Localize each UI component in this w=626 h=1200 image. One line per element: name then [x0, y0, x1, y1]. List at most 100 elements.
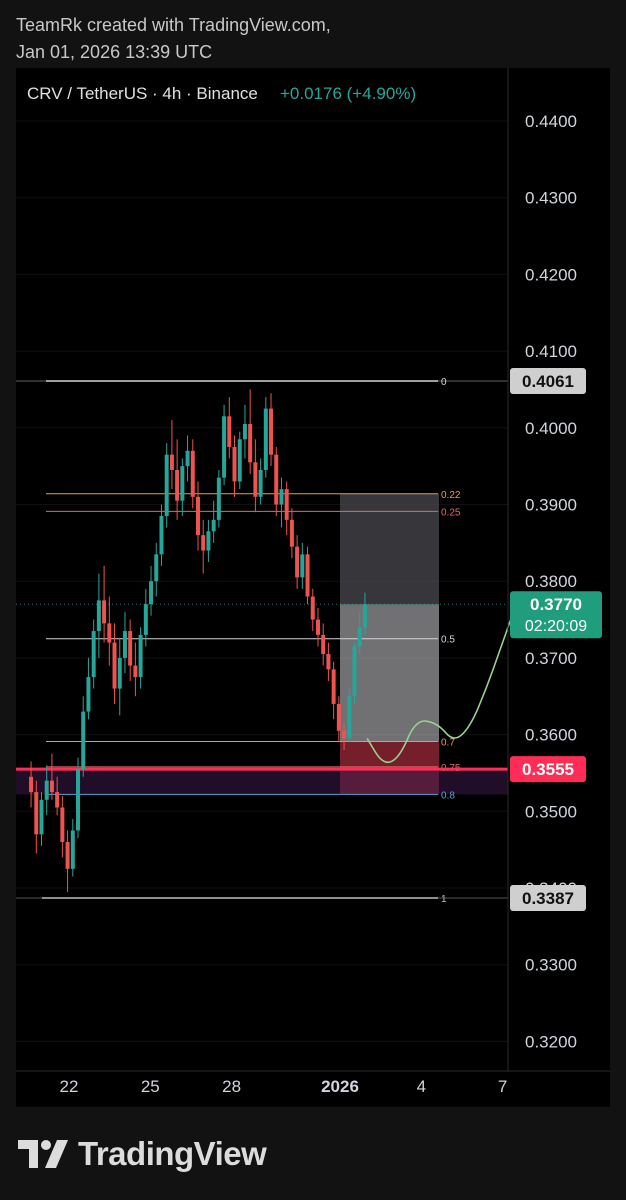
projection: [366, 619, 512, 764]
fib-label-0.7: 0.7: [441, 738, 455, 749]
time-tick-label: 22: [60, 1077, 79, 1096]
candle-body[interactable]: [321, 634, 326, 655]
candle-body[interactable]: [336, 703, 341, 731]
price-tick-label: 0.4300: [525, 189, 577, 208]
price-tick-label: 0.3800: [525, 572, 577, 591]
credit-text: TeamRk created with TradingView.com, Jan…: [16, 12, 331, 66]
time-axis[interactable]: 22 25 28 2026 4 7: [60, 1077, 508, 1096]
candle-body[interactable]: [180, 466, 185, 501]
candle-body[interactable]: [175, 469, 180, 501]
candle-body[interactable]: [248, 423, 253, 463]
candle-body[interactable]: [34, 792, 39, 835]
candle-body[interactable]: [305, 554, 310, 597]
candle-body[interactable]: [315, 619, 320, 635]
candle-body[interactable]: [232, 446, 237, 482]
candle-body[interactable]: [216, 477, 221, 520]
candle-body[interactable]: [269, 408, 274, 455]
price-axis[interactable]: 0.4400 0.4300 0.4200 0.4100 0.4000 0.3900 0.38…: [525, 112, 577, 1051]
candle-body[interactable]: [102, 600, 107, 624]
fib-label-0: 0: [441, 377, 447, 388]
candle-body[interactable]: [81, 711, 86, 770]
candle-body[interactable]: [206, 531, 211, 551]
support-price-badge: [510, 756, 586, 783]
candle-body[interactable]: [44, 780, 49, 800]
header-symbol[interactable]: CRV / TetherUS · 4h · Binance: [27, 84, 258, 103]
candle-body[interactable]: [49, 780, 54, 793]
candle-body[interactable]: [55, 792, 60, 808]
price-tick-label: 0.3200: [525, 1032, 577, 1051]
candle-body[interactable]: [143, 604, 148, 635]
price-chart[interactable]: 00.220.250.50.70.750.81 0.44000.43000.42…: [16, 68, 610, 1107]
candle-body[interactable]: [342, 730, 347, 739]
candle-body[interactable]: [91, 631, 96, 678]
fib-label-1: 1: [441, 894, 447, 905]
candle-body[interactable]: [76, 769, 81, 831]
price-tick-label: 0.4000: [525, 419, 577, 438]
candle-body[interactable]: [138, 634, 143, 678]
candle-body[interactable]: [357, 627, 362, 647]
chart-panel[interactable]: 00.220.250.50.70.750.81 0.44000.43000.42…: [16, 68, 610, 1107]
candle-body[interactable]: [331, 669, 336, 704]
candle-body[interactable]: [190, 450, 195, 497]
candle-body[interactable]: [258, 469, 263, 497]
candle-body[interactable]: [107, 623, 112, 643]
candle-body[interactable]: [70, 830, 75, 869]
chart-background: [16, 68, 610, 1107]
candle-body[interactable]: [274, 454, 279, 505]
tradingview-logo[interactable]: TradingView: [18, 1134, 267, 1174]
last-price-value: 0.3770: [530, 595, 582, 614]
target-zone-upper: [340, 493, 439, 605]
candle-body[interactable]: [227, 416, 232, 447]
candle-body[interactable]: [164, 454, 169, 517]
time-tick-label: 25: [141, 1077, 160, 1096]
price-tick-label: 0.3900: [525, 496, 577, 515]
grid: [16, 120, 508, 1042]
candle-body[interactable]: [185, 450, 190, 467]
candle-body[interactable]: [195, 496, 200, 536]
price-badge-label: 0.3387: [522, 889, 574, 908]
candle-body[interactable]: [237, 439, 242, 482]
candle-body[interactable]: [352, 646, 357, 697]
candle-body[interactable]: [362, 604, 367, 628]
price-tick-label: 0.4200: [525, 265, 577, 284]
candle-body[interactable]: [128, 631, 133, 666]
candle-body[interactable]: [279, 489, 284, 505]
candle-body[interactable]: [284, 489, 289, 520]
candle-body[interactable]: [310, 596, 315, 620]
target-zone-filled: [340, 604, 439, 742]
candle-body[interactable]: [263, 408, 268, 470]
candle-body[interactable]: [289, 519, 294, 547]
price-tick-label: 0.4100: [525, 342, 577, 361]
fib-label-0.22: 0.22: [441, 490, 461, 501]
candle-body[interactable]: [169, 454, 174, 470]
price-badge-label: 0.3555: [522, 760, 574, 779]
candle-body[interactable]: [60, 807, 65, 842]
candle-body[interactable]: [295, 546, 300, 578]
header-change: +0.0176 (+4.90%): [280, 84, 416, 103]
candle-body[interactable]: [201, 535, 206, 551]
candle-body[interactable]: [117, 657, 122, 689]
candle-body[interactable]: [29, 776, 34, 793]
candle-body[interactable]: [326, 654, 331, 670]
candle-body[interactable]: [242, 423, 247, 440]
candles[interactable]: [29, 389, 367, 892]
candle-body[interactable]: [122, 631, 127, 658]
candle-body[interactable]: [347, 696, 352, 739]
candle-body[interactable]: [112, 642, 117, 689]
candle-body[interactable]: [253, 462, 258, 497]
candle-body[interactable]: [86, 677, 91, 712]
time-tick-label: 4: [417, 1077, 426, 1096]
time-tick-label: 2026: [321, 1077, 359, 1096]
candle-body[interactable]: [149, 581, 154, 605]
candle-body[interactable]: [222, 416, 227, 478]
candle-body[interactable]: [65, 841, 70, 869]
candle-body[interactable]: [154, 554, 159, 582]
candle-body[interactable]: [133, 665, 138, 678]
candle-body[interactable]: [159, 516, 164, 555]
candle-body[interactable]: [96, 600, 101, 632]
candle-body[interactable]: [211, 519, 216, 532]
fib-retracement[interactable]: 00.220.250.50.70.750.81: [16, 377, 508, 905]
tradingview-logo-text: TradingView: [78, 1135, 267, 1172]
candle-body[interactable]: [300, 554, 305, 578]
candle-body[interactable]: [39, 799, 44, 835]
